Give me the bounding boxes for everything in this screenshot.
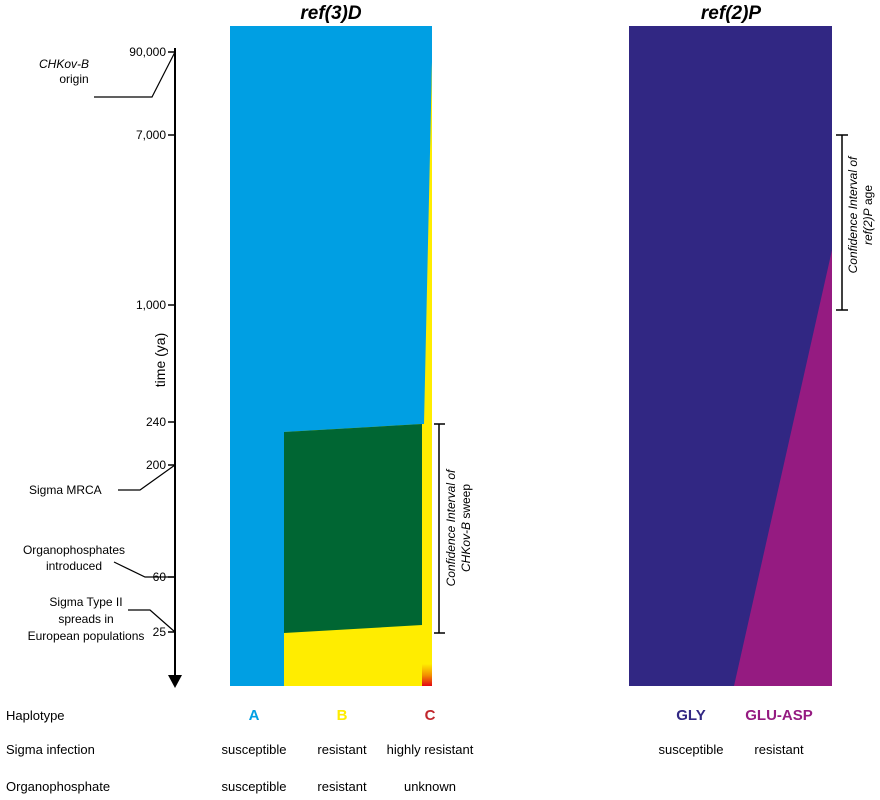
- gly-sigma: susceptible: [658, 742, 723, 757]
- age-confidence-interval: Confidence Interval of ref(2)P age: [836, 134, 875, 311]
- ref2p-panel: [629, 26, 832, 686]
- haplotype-c-sigma: highly resistant: [387, 742, 474, 757]
- haplotype-b-name: B: [337, 707, 348, 724]
- glu-asp-region: [734, 250, 832, 686]
- sigma-mrca-label: Sigma MRCA: [29, 483, 102, 497]
- gly-name: GLY: [676, 707, 705, 724]
- haplotype-a-organo: susceptible: [221, 779, 286, 794]
- sigma-type2-line-3: European populations: [28, 629, 145, 643]
- legend-table: Haplotype Sigma infection Organophosphat…: [6, 707, 813, 794]
- event-chkov-origin: CHKov-B origin: [39, 51, 176, 98]
- chkov-origin-label: origin: [59, 72, 88, 86]
- organophosphates-line-1: Organophosphates: [23, 543, 125, 557]
- tick-label-25: 25: [153, 625, 167, 639]
- axis-arrow-icon: [168, 675, 182, 688]
- row-label-organo: Organophosphate: [6, 779, 110, 794]
- haplotype-b-sliver: [422, 62, 432, 686]
- haplotype-b-sigma: resistant: [317, 742, 367, 757]
- chkov-sweep-region: [284, 424, 422, 633]
- tick-label-90000: 90,000: [129, 45, 166, 59]
- age-ci-line-1: Confidence Interval of: [846, 155, 860, 273]
- tick-label-7000: 7,000: [136, 128, 166, 142]
- left-panel-title: ref(3)D: [300, 3, 362, 24]
- event-organophosphates: Organophosphates introduced: [23, 543, 175, 578]
- right-panel-title: ref(2)P: [701, 3, 762, 24]
- svg-text:CHKov-B: CHKov-B: [39, 57, 89, 71]
- haplotype-b-organo: resistant: [317, 779, 367, 794]
- age-ci-italic: ref(2)P: [861, 208, 875, 245]
- svg-text:CHKov-B sweep: CHKov-B sweep: [459, 484, 473, 572]
- haplotype-c-name: C: [425, 707, 436, 724]
- sweep-confidence-interval: Confidence Interval of CHKov-B sweep: [434, 423, 473, 634]
- glu-asp-sigma: resistant: [754, 742, 804, 757]
- haplotype-a-name: A: [249, 707, 260, 724]
- tick-label-240: 240: [146, 415, 166, 429]
- tick-label-1000: 1,000: [136, 298, 166, 312]
- svg-text:ref(2)P age: ref(2)P age: [861, 185, 875, 245]
- sigma-type2-line-1: Sigma Type II: [49, 595, 122, 609]
- haplotype-c-organo: unknown: [404, 779, 456, 794]
- sweep-ci-line-1: Confidence Interval of: [444, 468, 458, 586]
- ref3d-panel: [230, 26, 432, 686]
- event-sigma-type2: Sigma Type II spreads in European popula…: [28, 595, 176, 643]
- chkov-origin-italic: CHKov-B: [39, 57, 89, 71]
- organophosphates-line-2: introduced: [46, 559, 102, 573]
- sweep-ci-italic: CHKov-B: [459, 522, 473, 572]
- haplotype-a-sigma: susceptible: [221, 742, 286, 757]
- glu-asp-name: GLU-ASP: [745, 707, 813, 724]
- time-axis: 90,000 7,000 1,000 240 200 60 25 time (y…: [129, 45, 182, 688]
- event-sigma-mrca: Sigma MRCA: [29, 464, 176, 497]
- tick-label-200: 200: [146, 458, 166, 472]
- haplotype-c-region: [422, 664, 432, 686]
- sweep-ci-rest: sweep: [459, 484, 473, 522]
- haplotype-b-base: [284, 625, 422, 686]
- axis-label: time (ya): [152, 333, 168, 387]
- row-label-haplotype: Haplotype: [6, 708, 65, 723]
- sigma-type2-line-2: spreads in: [58, 612, 113, 626]
- row-label-sigma: Sigma infection: [6, 742, 95, 757]
- age-ci-rest: age: [861, 185, 875, 209]
